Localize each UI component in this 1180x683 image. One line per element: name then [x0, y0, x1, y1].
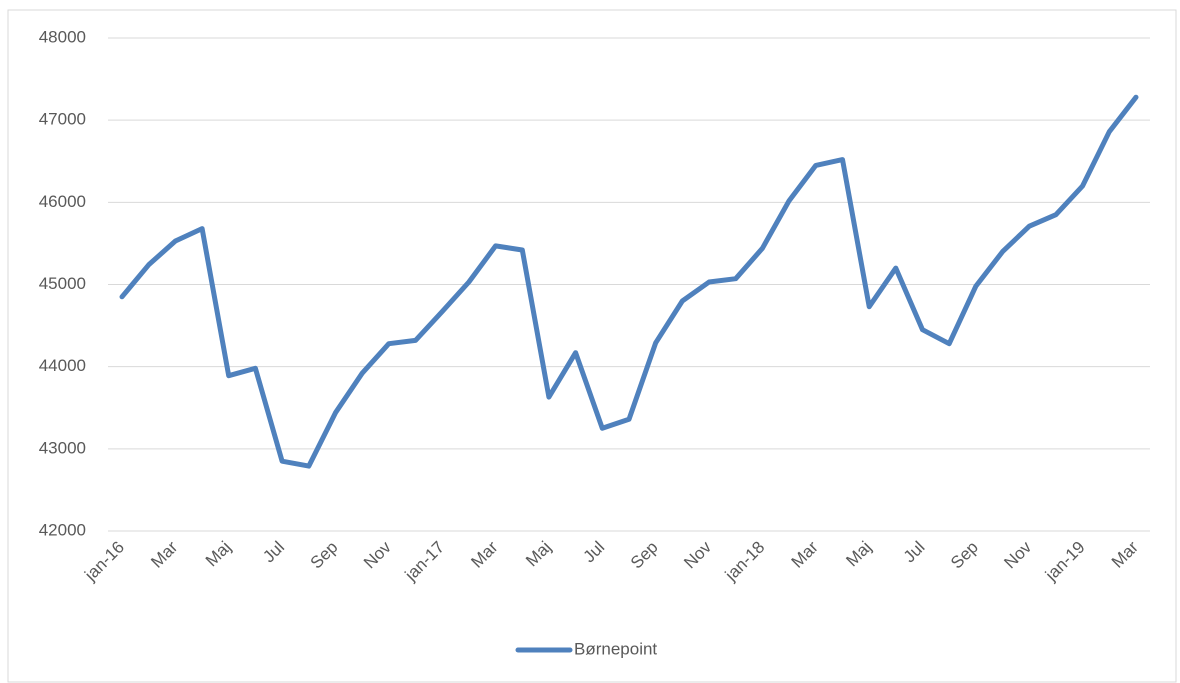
y-tick-label: 44000: [39, 356, 86, 375]
line-series: [119, 94, 1139, 469]
y-tick-label: 46000: [39, 192, 86, 211]
y-tick-label: 42000: [39, 520, 86, 539]
legend-label: Børnepoint: [574, 639, 657, 658]
chart-frame: [7, 9, 1177, 683]
y-tick-label: 43000: [39, 438, 86, 457]
y-tick-label: 47000: [39, 110, 86, 129]
y-tick-label: 45000: [39, 274, 86, 293]
y-tick-label: 48000: [39, 27, 86, 46]
